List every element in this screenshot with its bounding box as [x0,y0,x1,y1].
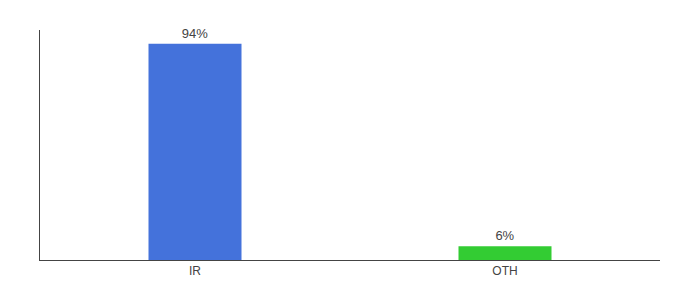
svg-text:6%: 6% [495,228,514,243]
svg-text:OTH: OTH [492,264,517,278]
svg-text:IR: IR [189,264,201,278]
svg-text:94%: 94% [182,26,208,41]
